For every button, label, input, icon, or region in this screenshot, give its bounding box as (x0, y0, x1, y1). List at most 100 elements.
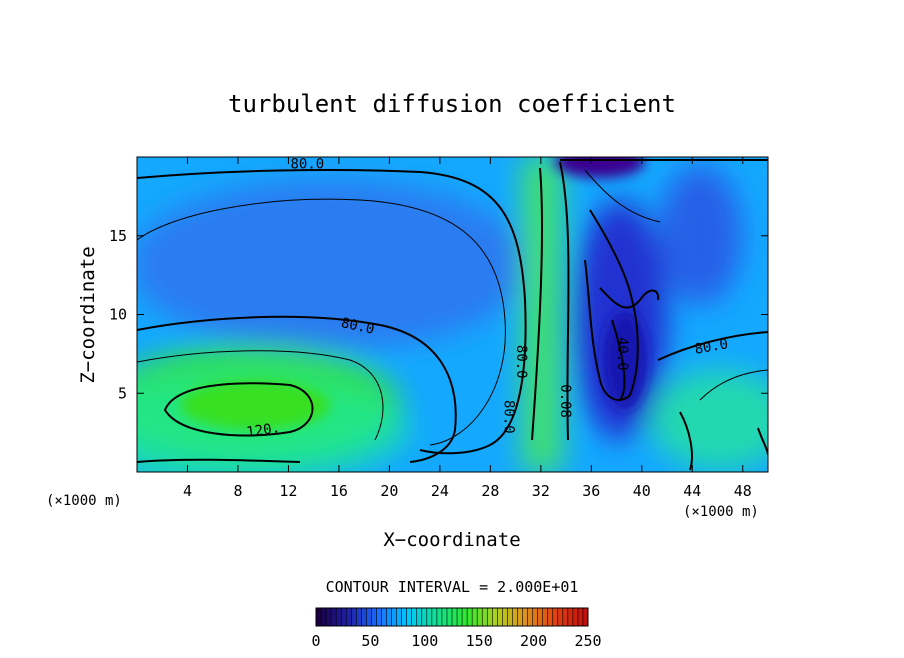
field-region-inner-dark-blue (603, 310, 647, 410)
contour-interval-label: CONTOUR INTERVAL = 2.000E+01 (326, 578, 579, 596)
colorbar-swatch (582, 608, 589, 626)
field-region-top-purple (555, 157, 645, 178)
field-region-right-lower (650, 370, 768, 470)
colorbar-swatch (492, 608, 498, 626)
colorbar-swatch (457, 608, 463, 626)
colorbar-swatch (552, 608, 559, 626)
heatmap-field: 80.0 80.0 120. 80.0 80.0 0.08 40.0 80.0 (137, 156, 768, 472)
contour-line (137, 458, 301, 463)
contour-label: 120. (246, 420, 282, 441)
contour-lines (137, 159, 768, 471)
colorbar-swatch (577, 608, 584, 626)
colorbar-swatch (542, 608, 549, 626)
colorbar-swatch (351, 608, 357, 626)
y-axis-ticks: 5 10 15 (109, 227, 768, 402)
colorbar-swatch (406, 608, 413, 626)
colorbar-swatch (472, 608, 478, 626)
x-tick-label: 20 (380, 482, 398, 500)
x-tick-label: 24 (431, 482, 449, 500)
contour-label: 80.0 (513, 345, 529, 379)
colorbar-swatch (527, 608, 534, 626)
colorbar-swatch (391, 608, 398, 626)
colorbar-swatch (336, 608, 342, 626)
field-region-inner-green (180, 380, 330, 430)
colorbar-swatch (341, 608, 347, 626)
colorbar-swatch (557, 608, 564, 626)
colorbar-frame (315, 607, 589, 627)
colorbar-swatch (376, 608, 382, 626)
contour-label: 80.0 (500, 400, 516, 434)
contour-line (137, 350, 384, 441)
colorbar-swatch (517, 608, 524, 626)
colorbar-swatch (562, 608, 569, 626)
colorbar-tick-label: 150 (466, 632, 493, 650)
x-axis-ticks: 4 8 12 16 20 24 28 32 36 40 44 48 (183, 157, 752, 500)
colorbar-swatch (462, 608, 468, 626)
colorbar-swatch (416, 608, 423, 626)
colorbar-swatch (386, 608, 393, 626)
colorbar-swatch (532, 608, 539, 626)
x-axis-unit-left: (×1000 m) (46, 493, 122, 509)
colorbar-swatch (346, 608, 352, 626)
contour-line (559, 161, 570, 441)
colorbar-swatch (396, 608, 403, 626)
contour-line (657, 331, 768, 361)
contour-label: 40.0 (614, 337, 630, 371)
contour-line (599, 287, 660, 309)
colorbar-swatch (331, 608, 337, 626)
x-tick-label: 40 (633, 482, 651, 500)
colorbar-swatch (361, 608, 367, 626)
contour-line (611, 319, 626, 401)
x-tick-label: 16 (330, 482, 348, 500)
contour-line (137, 169, 527, 455)
field-region-upper-left-blue (137, 180, 530, 350)
colorbar-swatch (426, 608, 433, 626)
contour-label: 80.0 (339, 315, 375, 338)
colorbar-swatch (452, 608, 458, 626)
colorbar-swatch (567, 608, 574, 626)
x-tick-label: 32 (532, 482, 550, 500)
x-axis-label: X−coordinate (383, 529, 520, 551)
colorbar-swatch (497, 608, 503, 626)
colorbar-swatch (482, 608, 488, 626)
chart-title: turbulent diffusion coefficient (228, 90, 676, 118)
colorbar-tick-label: 50 (361, 632, 379, 650)
x-tick-label: 8 (233, 482, 242, 500)
x-tick-label: 48 (734, 482, 752, 500)
colorbar-swatch (477, 608, 483, 626)
contour-label: 0.08 (557, 384, 573, 418)
colorbar-tick-label: 0 (311, 632, 320, 650)
colorbar-tick-label: 200 (520, 632, 547, 650)
colorbar-swatch (326, 608, 332, 626)
contour-line (679, 411, 693, 471)
contour-label: 80.0 (291, 156, 325, 172)
colorbar-tick-label: 100 (411, 632, 438, 650)
colorbar-swatch (356, 608, 362, 626)
x-axis-unit-right: (×1000 m) (683, 504, 759, 520)
x-tick-label: 36 (582, 482, 600, 500)
x-tick-label: 44 (683, 482, 701, 500)
colorbar-swatch (371, 608, 377, 626)
contour-line (699, 369, 768, 401)
colorbar-swatch (507, 608, 513, 626)
contour-line (163, 382, 314, 437)
contour-line (531, 167, 543, 441)
colorbar-swatch (431, 608, 438, 626)
colorbar-tick-label: 250 (574, 632, 601, 650)
colorbar-ticks: 0 50 100 150 200 250 (311, 632, 601, 650)
colorbar-swatch (446, 608, 453, 626)
colorbar-swatch (411, 608, 418, 626)
y-axis-label: Z−coordinate (77, 246, 99, 383)
x-tick-label: 12 (279, 482, 297, 500)
contour-labels: 80.0 80.0 120. 80.0 80.0 0.08 40.0 80.0 (246, 156, 730, 441)
y-tick-label: 5 (118, 384, 127, 402)
field-region-right-blue-arm (658, 165, 742, 305)
colorbar-swatch (522, 608, 529, 626)
colorbar-swatch (321, 608, 327, 626)
colorbar-swatch (502, 608, 508, 626)
colorbar-swatch (512, 608, 518, 626)
colorbar-swatch (401, 608, 408, 626)
colorbar-swatch (487, 608, 493, 626)
colorbar-swatch (467, 608, 473, 626)
colorbar-swatch (381, 608, 388, 626)
